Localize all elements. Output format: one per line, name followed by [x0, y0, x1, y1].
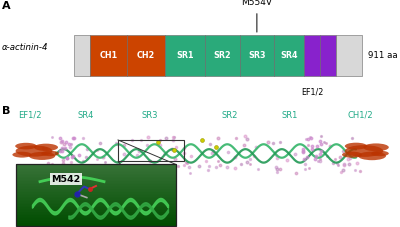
Bar: [74, 35, 90, 76]
Bar: [16, 224, 176, 226]
Bar: [16, 177, 176, 178]
Text: SR2: SR2: [214, 51, 231, 60]
Bar: [16, 170, 176, 172]
Bar: [127, 35, 165, 76]
Bar: [16, 180, 176, 181]
Bar: [16, 220, 176, 221]
Circle shape: [371, 151, 389, 156]
Text: EF1/2: EF1/2: [18, 111, 42, 120]
Bar: [304, 35, 320, 76]
Bar: [16, 200, 176, 201]
Bar: [16, 175, 176, 177]
Bar: [16, 187, 176, 189]
Text: CH1/2: CH1/2: [347, 111, 373, 120]
Bar: [16, 221, 176, 223]
Text: CH1: CH1: [100, 51, 118, 60]
Bar: [16, 192, 176, 194]
Bar: [240, 35, 274, 76]
Circle shape: [15, 143, 37, 149]
Bar: [16, 204, 176, 206]
Bar: [274, 35, 304, 76]
Bar: [16, 186, 176, 188]
Bar: [165, 35, 205, 76]
Bar: [16, 173, 176, 175]
Text: SR1: SR1: [282, 111, 298, 120]
Text: 911 aa: 911 aa: [368, 51, 398, 60]
Bar: [16, 198, 176, 200]
Bar: [16, 184, 176, 186]
Text: SR3: SR3: [248, 51, 266, 60]
Text: SR1: SR1: [176, 51, 194, 60]
Bar: [16, 181, 176, 183]
Circle shape: [358, 152, 386, 160]
Circle shape: [345, 143, 367, 150]
Bar: [16, 169, 176, 171]
Bar: [336, 35, 362, 76]
Text: SR3: SR3: [142, 111, 158, 120]
Text: M542: M542: [51, 175, 80, 184]
Bar: [16, 164, 176, 166]
Bar: [16, 222, 176, 224]
Circle shape: [342, 152, 362, 158]
Bar: [16, 206, 176, 207]
Text: SR2: SR2: [222, 111, 238, 120]
Text: SR4: SR4: [280, 51, 298, 60]
Circle shape: [345, 145, 383, 157]
Bar: [16, 167, 176, 169]
Bar: [16, 172, 176, 174]
Text: α-actinin-4: α-actinin-4: [2, 43, 48, 52]
Bar: [16, 193, 176, 195]
Bar: [16, 207, 176, 209]
Circle shape: [34, 144, 58, 151]
Text: SR4: SR4: [78, 111, 94, 120]
Bar: [16, 210, 176, 212]
Bar: [16, 216, 176, 218]
Bar: [16, 201, 176, 203]
Bar: [16, 218, 176, 220]
Text: EF1/2: EF1/2: [301, 87, 324, 96]
Text: CH2: CH2: [137, 51, 155, 60]
Bar: [16, 209, 176, 210]
Bar: [320, 35, 336, 76]
Bar: [205, 35, 240, 76]
Bar: [16, 212, 176, 214]
Circle shape: [16, 145, 52, 157]
Circle shape: [29, 152, 55, 160]
Bar: [16, 202, 176, 204]
Bar: [90, 35, 127, 76]
Bar: [16, 166, 176, 168]
Text: A: A: [2, 1, 11, 11]
Bar: [16, 196, 176, 198]
Bar: [16, 215, 176, 217]
Bar: [16, 189, 176, 190]
Bar: [16, 190, 176, 192]
Bar: [16, 213, 176, 215]
Circle shape: [363, 143, 389, 151]
Bar: [118, 140, 184, 161]
Circle shape: [41, 151, 59, 156]
Text: B: B: [2, 106, 10, 116]
Bar: [16, 183, 176, 184]
Bar: [16, 195, 176, 197]
Bar: [16, 178, 176, 180]
Circle shape: [12, 152, 32, 158]
Text: M554V: M554V: [241, 0, 272, 7]
Bar: [16, 165, 176, 226]
